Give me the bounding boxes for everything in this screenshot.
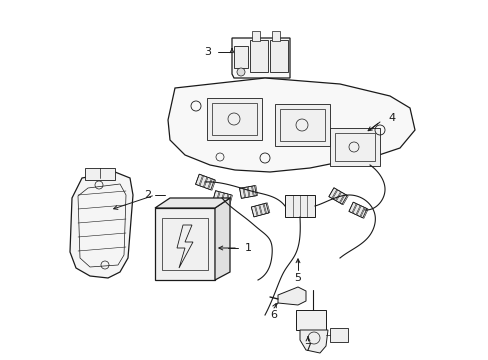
Bar	[244, 187, 248, 198]
Bar	[352, 204, 360, 215]
Bar	[212, 191, 231, 205]
Bar	[285, 195, 314, 217]
Text: 5: 5	[294, 273, 301, 283]
Bar	[259, 204, 265, 215]
Bar	[226, 194, 232, 206]
Polygon shape	[231, 38, 289, 78]
Bar	[208, 179, 215, 190]
Bar	[360, 208, 367, 219]
Bar	[248, 186, 253, 197]
Bar	[221, 193, 227, 204]
Bar	[334, 133, 374, 161]
Bar	[280, 109, 325, 141]
Bar	[328, 188, 346, 204]
Polygon shape	[155, 198, 229, 208]
Text: 7: 7	[304, 343, 311, 353]
Bar	[239, 186, 256, 198]
Bar	[252, 185, 257, 196]
Bar	[274, 104, 329, 146]
Bar	[295, 310, 325, 330]
Bar	[251, 203, 268, 217]
Bar	[155, 208, 215, 280]
Polygon shape	[70, 172, 133, 278]
Text: 6: 6	[270, 310, 277, 320]
Bar	[336, 192, 344, 203]
Bar	[200, 176, 206, 187]
Text: 4: 4	[387, 113, 394, 123]
Polygon shape	[215, 198, 229, 280]
Bar	[206, 98, 262, 140]
Bar	[251, 31, 260, 41]
Bar	[255, 205, 261, 216]
Bar	[269, 40, 287, 72]
Bar	[329, 328, 347, 342]
Bar	[356, 206, 364, 216]
Text: 3: 3	[204, 47, 211, 57]
Bar	[348, 202, 366, 218]
Bar	[204, 177, 211, 189]
Circle shape	[237, 68, 244, 76]
Bar	[348, 202, 356, 213]
Text: 2: 2	[144, 190, 151, 200]
Bar	[212, 191, 219, 202]
Bar	[234, 46, 247, 68]
Polygon shape	[278, 287, 305, 305]
Bar	[195, 174, 214, 190]
Bar	[264, 203, 269, 213]
Bar	[239, 188, 244, 198]
Bar	[271, 31, 280, 41]
Text: 1: 1	[244, 243, 251, 253]
Bar	[328, 188, 336, 198]
Bar	[332, 190, 340, 201]
Bar	[212, 103, 257, 135]
Polygon shape	[299, 330, 327, 353]
Bar	[340, 194, 347, 205]
Bar	[85, 168, 115, 180]
Bar	[249, 40, 267, 72]
Bar	[329, 128, 379, 166]
Bar	[195, 174, 202, 185]
Polygon shape	[168, 78, 414, 172]
Bar	[217, 192, 223, 203]
Bar	[251, 206, 257, 217]
Bar	[162, 218, 207, 270]
